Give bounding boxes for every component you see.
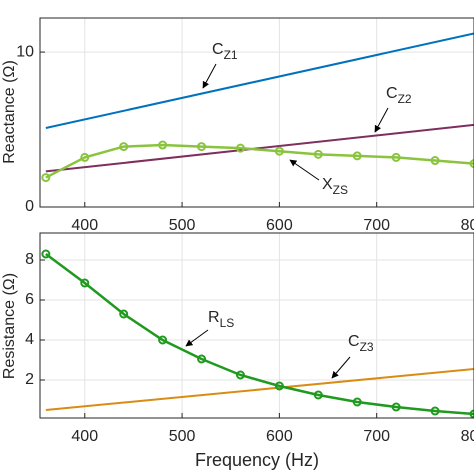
- marker: [430, 156, 440, 166]
- line: [45, 123, 474, 173]
- line: [45, 143, 474, 179]
- line: [45, 32, 474, 129]
- marker: [158, 335, 168, 345]
- x-tick-label: 700: [363, 217, 390, 234]
- x-axis-label: Frequency (Hz): [195, 450, 319, 470]
- x-tick-label: 500: [169, 217, 196, 234]
- y-tick-label: 2: [25, 371, 34, 388]
- marker: [235, 370, 245, 380]
- marker: [41, 249, 51, 259]
- marker: [119, 142, 129, 152]
- marker: [158, 140, 168, 150]
- marker: [469, 159, 474, 169]
- y-tick-label: 8: [25, 251, 34, 268]
- line: [45, 368, 474, 411]
- arrow: [185, 329, 209, 347]
- x-tick-label: 500: [169, 428, 196, 445]
- y-tick-label: 0: [25, 198, 34, 215]
- annotation: CZ1: [212, 41, 238, 62]
- x-tick-label: 600: [266, 428, 293, 445]
- marker: [352, 397, 362, 407]
- marker: [391, 152, 401, 162]
- x-tick-label: 400: [71, 217, 98, 234]
- marker: [430, 406, 440, 416]
- marker: [119, 309, 129, 319]
- marker: [235, 143, 245, 153]
- annotation: CZ3: [348, 333, 374, 354]
- axes-frame: [39, 232, 474, 419]
- annotation: RLS: [208, 309, 234, 330]
- y-tick-label: 6: [25, 291, 34, 308]
- x-tick-label: 800: [461, 428, 474, 445]
- marker: [274, 381, 284, 391]
- y-tick-label: 4: [25, 331, 34, 348]
- arrow: [331, 356, 351, 379]
- marker: [274, 146, 284, 156]
- y-tick-label: 10: [16, 43, 34, 60]
- arrow: [202, 63, 217, 89]
- marker: [41, 173, 51, 183]
- annotation: XZS: [322, 176, 348, 197]
- annotation: CZ2: [386, 85, 412, 106]
- x-tick-label: 400: [71, 428, 98, 445]
- marker: [80, 278, 90, 288]
- arrow: [374, 107, 389, 133]
- marker: [197, 354, 207, 364]
- x-tick-label: 600: [266, 217, 293, 234]
- marker: [352, 151, 362, 161]
- x-tick-label: 700: [363, 428, 390, 445]
- marker: [391, 402, 401, 412]
- reactance-panel: 400 500 600 700 800 0 10: [16, 17, 474, 234]
- marker: [313, 149, 323, 159]
- line: [45, 252, 474, 416]
- arrow: [289, 159, 320, 181]
- marker: [80, 152, 90, 162]
- y-axis-label: Resistance (Ω): [1, 273, 18, 379]
- x-tick-label: 800: [461, 217, 474, 234]
- marker: [469, 409, 474, 419]
- resistance-panel: 400 500 600 700 800 2 4 6 8: [25, 232, 474, 445]
- annotations: CZ1 CZ2 XZS RLS CZ3: [185, 41, 412, 379]
- y-axis-label: Reactance (Ω): [1, 60, 18, 164]
- marker: [313, 390, 323, 400]
- axes-frame: [39, 17, 474, 208]
- marker: [197, 142, 207, 152]
